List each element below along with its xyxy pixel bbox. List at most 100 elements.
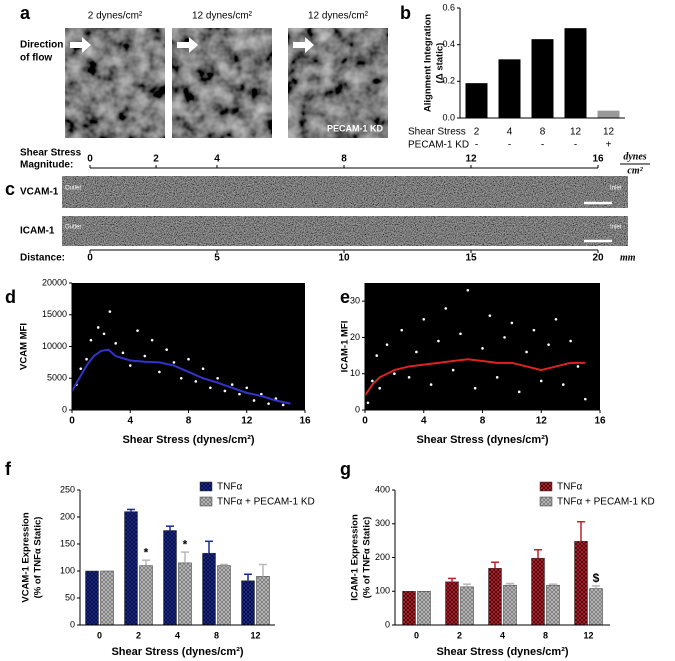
point xyxy=(209,386,212,390)
point xyxy=(393,372,396,376)
point xyxy=(569,339,572,343)
point xyxy=(547,343,550,346)
annotation: * xyxy=(144,545,149,559)
point xyxy=(503,336,506,339)
y-tick-label: 30 xyxy=(350,296,360,306)
point xyxy=(554,317,558,321)
point xyxy=(473,386,477,390)
y-tick-label: 0 xyxy=(62,404,67,414)
shear-label: Shear Stress xyxy=(20,148,82,159)
point xyxy=(238,392,241,396)
y-tick-label: 10000 xyxy=(42,341,67,351)
bar xyxy=(241,580,255,626)
point xyxy=(429,383,433,386)
point xyxy=(245,386,249,390)
point xyxy=(407,376,411,379)
x-tick-label: 0 xyxy=(97,630,102,640)
trend-line xyxy=(364,358,586,397)
row-label: VCAM-1 xyxy=(20,187,59,198)
x-tick-label: 2 xyxy=(136,630,141,640)
panel-letter: g xyxy=(340,459,351,479)
x-tick-label: 16 xyxy=(299,416,311,427)
annotation: $ xyxy=(593,571,600,585)
point xyxy=(172,361,176,364)
point xyxy=(267,402,270,405)
point xyxy=(400,328,404,332)
point xyxy=(488,314,492,317)
bar xyxy=(574,541,588,626)
y-tick-label: 50 xyxy=(65,592,75,602)
x-tick-label: 8 xyxy=(186,416,192,427)
point xyxy=(143,354,147,358)
y-tick-label: 0 xyxy=(385,619,390,629)
point xyxy=(96,326,100,329)
panel-letter: d xyxy=(5,287,16,307)
inlet-label: Inlet xyxy=(610,186,622,192)
y-tick-label: 0.6 xyxy=(442,2,455,12)
point xyxy=(584,397,587,401)
legend-swatch xyxy=(539,481,553,492)
shear-tick-label: 16 xyxy=(592,154,604,165)
panel-letter: b xyxy=(400,3,411,23)
y-tick-label: 100 xyxy=(375,586,390,596)
y-tick-label: 0.2 xyxy=(442,76,455,86)
point xyxy=(102,332,106,336)
bar xyxy=(402,591,416,626)
y-tick-label: 100 xyxy=(60,565,75,575)
point xyxy=(385,343,389,346)
point xyxy=(165,348,168,351)
point xyxy=(187,357,190,361)
x-tick-label: 4 xyxy=(500,630,505,640)
icam-strip xyxy=(62,216,628,246)
point xyxy=(481,347,484,350)
panel-letter: f xyxy=(5,459,12,479)
x-tick-label: 16 xyxy=(594,416,606,427)
x-tick-label: 8 xyxy=(543,630,548,640)
x-tick-label: 4 xyxy=(175,630,180,640)
point xyxy=(230,383,234,386)
y-axis-label: (% of TNFα Static) xyxy=(33,517,44,599)
unit: dynes xyxy=(623,151,646,162)
x-axis-label: Shear Stress (dynes/cm²) xyxy=(416,434,548,446)
inlet-label: Inlet xyxy=(610,225,622,231)
point xyxy=(274,397,278,400)
bar xyxy=(498,59,521,118)
bar xyxy=(460,586,474,626)
y-tick-label: 0 xyxy=(70,619,75,629)
image-title: 12 dynes/cm² xyxy=(308,11,369,22)
y-tick-label: 0.0 xyxy=(442,112,455,122)
bar xyxy=(564,28,587,119)
kd-row-label: + xyxy=(606,140,612,151)
point xyxy=(459,332,462,336)
x-tick-label: 2 xyxy=(474,127,480,138)
shear-tick-label: 2 xyxy=(153,154,159,165)
bar xyxy=(256,576,270,626)
row-label: ICAM-1 xyxy=(20,226,55,237)
point xyxy=(128,364,132,367)
y-tick-label: 250 xyxy=(60,484,75,494)
bar xyxy=(546,584,560,626)
kd-row-label: - xyxy=(475,140,478,151)
y-tick-label: 400 xyxy=(375,484,390,494)
distance-tick-label: 10 xyxy=(338,253,350,264)
point xyxy=(281,403,285,407)
distance-tick-label: 0 xyxy=(87,253,93,264)
x-tick-label: 0 xyxy=(362,416,368,427)
x-tick-label: 0 xyxy=(69,416,75,427)
y-tick-label: 20 xyxy=(350,332,360,342)
x-tick-label: 12 xyxy=(570,127,582,138)
annotation: * xyxy=(183,537,188,551)
point xyxy=(525,350,528,354)
kd-row-label: - xyxy=(574,140,577,151)
kd-label: PECAM-1 KD xyxy=(327,123,384,133)
y-tick-label: 0.4 xyxy=(442,39,455,49)
legend-label: TNFα + PECAM-1 KD xyxy=(217,497,315,508)
x-tick-label: 4 xyxy=(421,416,427,427)
point xyxy=(121,351,125,355)
unit: mm xyxy=(620,252,636,263)
y-axis-label: ICAM-1 Expression xyxy=(350,514,361,601)
point xyxy=(179,376,183,380)
point xyxy=(158,370,161,374)
point xyxy=(366,401,370,405)
